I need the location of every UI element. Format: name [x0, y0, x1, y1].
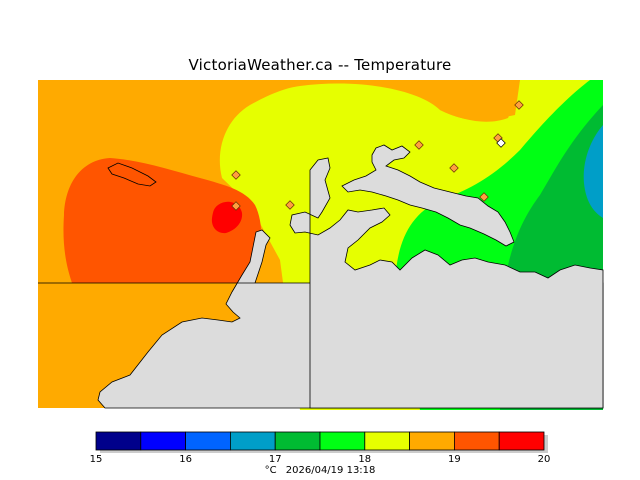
map-title: VictoriaWeather.ca -- Temperature [188, 56, 452, 74]
legend-swatch [364, 431, 410, 451]
legend-swatch [409, 431, 455, 451]
station-marker[interactable] [479, 192, 489, 202]
legend-ticks: 15 16 17 18 19 20 [90, 454, 551, 465]
legend-swatch [453, 431, 500, 451]
temperature-zone-16-16_5 [583, 125, 603, 218]
station-marker[interactable] [231, 201, 241, 211]
legend-unit: °C [264, 465, 277, 476]
legend-swatch [185, 431, 231, 451]
station-marker[interactable] [231, 170, 241, 180]
legend-tick-label: 20 [538, 454, 551, 465]
station-marker[interactable] [514, 100, 524, 110]
land-mass [341, 144, 515, 247]
temperature-zone-19-19_5 [38, 158, 262, 283]
legend-tick-label: 19 [448, 454, 461, 465]
legend-tick-label: 18 [358, 454, 371, 465]
station-marker[interactable] [449, 163, 459, 173]
legend-caption: °C 2026/04/19 13:18 [0, 465, 640, 476]
legend-swatch [319, 431, 366, 451]
temperature-zone-19_5-20 [211, 201, 243, 234]
temperature-zone-18-19 [440, 80, 520, 122]
weather-stations [231, 100, 524, 211]
legend-tick-label: 17 [269, 454, 282, 465]
legend-timestamp: 2026/04/19 13:18 [285, 465, 376, 476]
legend-tick-label: 15 [90, 454, 103, 465]
legend-swatch [498, 431, 545, 451]
station-marker[interactable] [496, 138, 506, 148]
land-mass [289, 157, 604, 409]
legend-swatch [229, 431, 276, 451]
legend-swatch [95, 431, 142, 451]
legend-swatch [274, 431, 321, 451]
station-marker[interactable] [285, 200, 295, 210]
station-marker[interactable] [414, 140, 424, 150]
small-island [107, 162, 157, 187]
legend-swatches [95, 431, 548, 453]
legend-tick-label: 16 [179, 454, 192, 465]
legend-swatch [140, 431, 187, 451]
